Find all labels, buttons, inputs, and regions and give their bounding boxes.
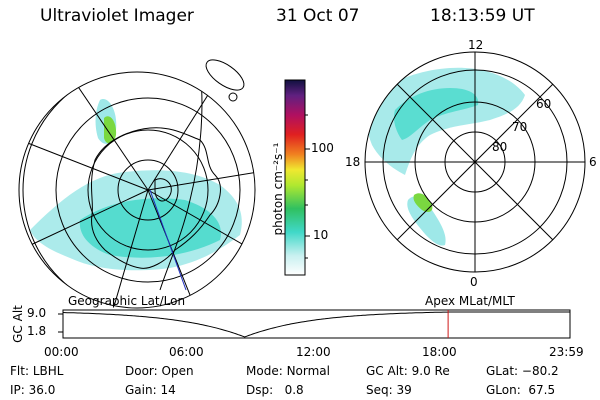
mlat-label-60: 60 xyxy=(536,97,552,111)
geographic-map xyxy=(18,59,256,309)
gain-value: 14 xyxy=(160,383,176,397)
glon-value: 67.5 xyxy=(528,383,556,397)
door-field: Door: Open xyxy=(125,364,194,378)
time-label: 18:13:59 UT xyxy=(430,6,535,26)
mlat-mlt-map xyxy=(364,51,586,273)
colorbar-tick-10: 10 xyxy=(313,228,329,242)
date-label: 31 Oct 07 xyxy=(276,6,360,26)
time-tick-1: 06:00 xyxy=(169,345,204,359)
time-tick-2: 12:00 xyxy=(296,345,331,359)
mlat-label-70: 70 xyxy=(512,120,528,134)
mlt-label-right: 6 xyxy=(589,155,597,169)
altitude-ytick-high: 9.0 xyxy=(27,306,47,320)
instrument-title: Ultraviolet Imager xyxy=(40,6,194,26)
left-panel-caption: Geographic Lat/Lon xyxy=(68,294,186,308)
earth-limb-icon xyxy=(205,59,245,91)
aurora-spot-right xyxy=(413,193,433,213)
mode-value: Normal xyxy=(286,364,330,378)
seq-value: 39 xyxy=(396,383,412,397)
glat-value: −80.2 xyxy=(521,364,559,378)
ip-value: 36.0 xyxy=(28,383,56,397)
filter-field: Flt: LBHL xyxy=(10,364,64,378)
glat-field: GLat: −80.2 xyxy=(486,364,559,378)
colorbar-ticks xyxy=(305,114,310,259)
glon-field: GLon: 67.5 xyxy=(486,383,556,397)
coastline xyxy=(91,127,221,269)
mode-field: Mode: Normal xyxy=(246,364,330,378)
gain-field: Gain: 14 xyxy=(125,383,176,397)
time-tick-0: 00:00 xyxy=(44,345,79,359)
right-map-border xyxy=(364,51,586,273)
colorbar xyxy=(284,79,306,276)
altitude-ylabel: GC Alt xyxy=(11,305,25,343)
altitude-plot xyxy=(58,309,571,339)
mlt-label-left: 18 xyxy=(345,155,361,169)
door-value: Open xyxy=(161,364,194,378)
gc-alt-value: 9.0 Re xyxy=(411,364,450,378)
dsp-value: 0.8 xyxy=(284,383,304,397)
altitude-ytick-low: 1.8 xyxy=(27,324,47,338)
seq-field: Seq: 39 xyxy=(366,383,412,397)
colorbar-label: photon cm⁻²s⁻¹ xyxy=(271,142,285,236)
gc-alt-field: GC Alt: 9.0 Re xyxy=(366,364,450,378)
mlat-label-80: 80 xyxy=(492,140,508,154)
time-tick-4: 23:59 xyxy=(549,345,584,359)
right-panel-caption: Apex MLat/MLT xyxy=(425,294,515,308)
aurora-spot-left xyxy=(104,116,117,144)
aurora-oval-right xyxy=(366,67,525,175)
time-tick-3: 18:00 xyxy=(422,345,457,359)
colorbar-tick-100: 100 xyxy=(311,141,334,155)
dsp-field: Dsp: 0.8 xyxy=(246,383,304,397)
ip-field: IP: 36.0 xyxy=(10,383,56,397)
mlt-label-top: 12 xyxy=(468,38,484,52)
left-map-border xyxy=(18,71,256,309)
mlt-label-bottom: 0 xyxy=(470,275,478,289)
altitude-curve xyxy=(62,311,570,338)
filter-value: LBHL xyxy=(32,364,64,378)
